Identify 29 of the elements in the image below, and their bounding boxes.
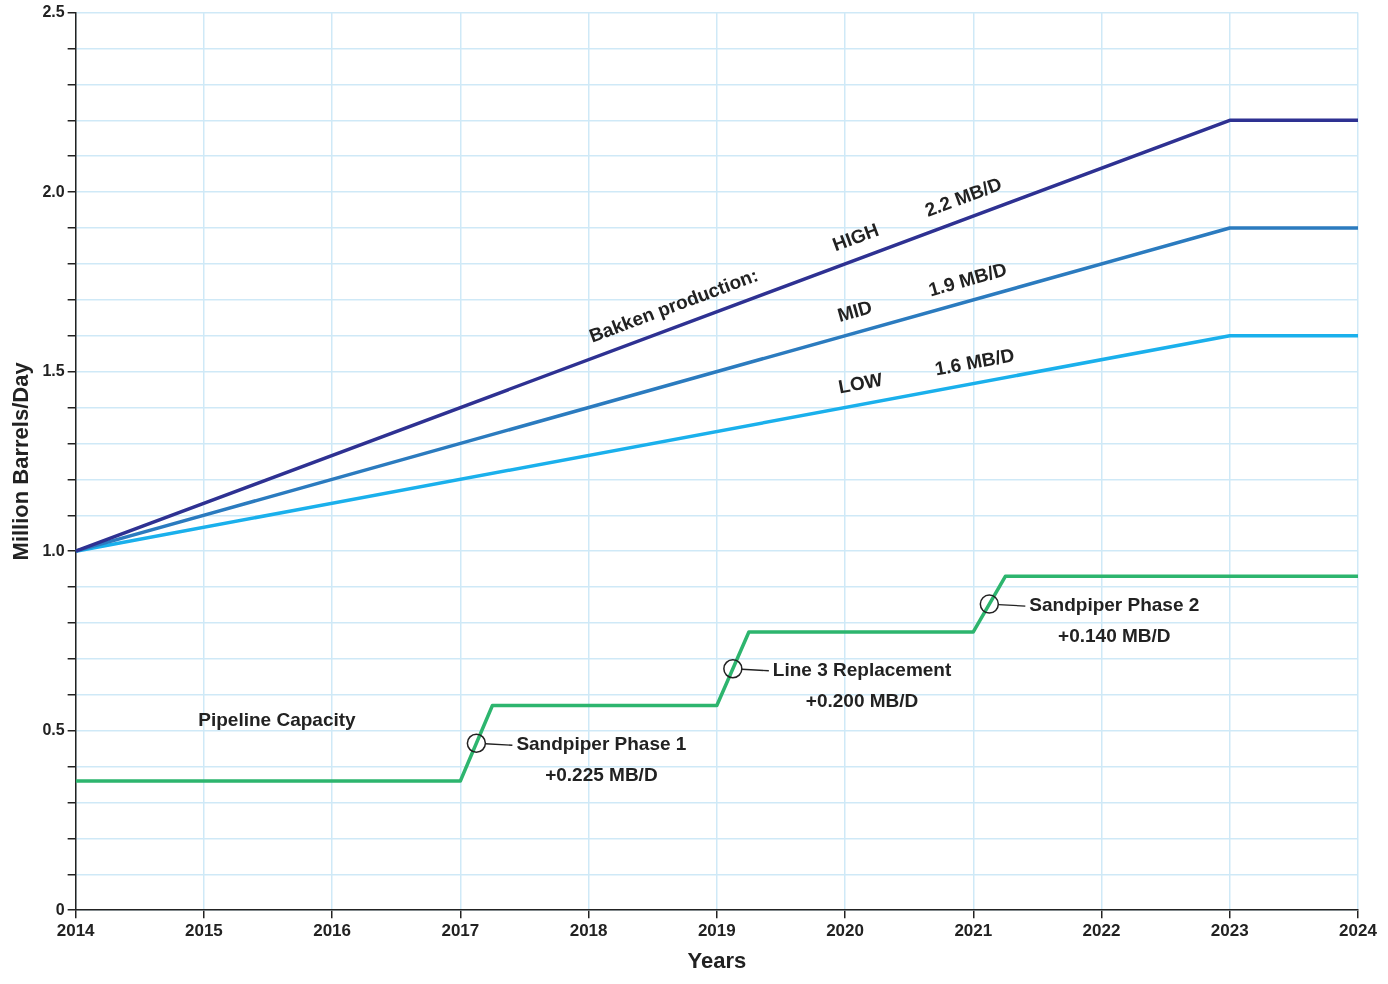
- y-tick-label: 0.5: [42, 721, 65, 739]
- annotation: Sandpiper Phase 2 +0.140 MB/D: [1029, 594, 1200, 647]
- y-axis-title: Million Barrels/Day: [8, 361, 34, 561]
- x-tick-label: 2014: [56, 921, 96, 941]
- x-tick-label: 2018: [569, 921, 608, 941]
- annotation: MID: [835, 296, 875, 326]
- x-tick-label: 2017: [441, 921, 480, 941]
- x-tick-label: 2015: [184, 921, 223, 941]
- y-tick-label: 2.0: [42, 182, 65, 200]
- annotation: HIGH: [829, 219, 882, 256]
- y-tick-label: 0: [55, 900, 65, 918]
- annotation: 1.6 MB/D: [933, 344, 1016, 380]
- annotation: 1.9 MB/D: [926, 258, 1010, 301]
- x-tick-label: 2021: [954, 921, 993, 941]
- x-tick-label: 2024: [1339, 921, 1378, 941]
- x-tick-label: 2020: [826, 921, 864, 941]
- y-tick-label: 1.5: [42, 362, 65, 380]
- annotation: Pipeline Capacity: [198, 709, 357, 731]
- y-tick-label: 2.5: [42, 3, 65, 21]
- annotation: Sandpiper Phase 1 +0.225 MB/D: [516, 733, 687, 786]
- x-tick-label: 2023: [1210, 921, 1249, 941]
- annotation: Line 3 Replacement +0.200 MB/D: [772, 658, 952, 711]
- annotation: 2.2 MB/D: [922, 173, 1005, 221]
- x-tick-label: 2019: [697, 921, 736, 941]
- x-axis-title: Years: [687, 947, 747, 973]
- x-tick-label: 2016: [313, 921, 352, 941]
- annotation: LOW: [836, 368, 885, 398]
- x-tick-label: 2022: [1082, 921, 1121, 941]
- y-tick-label: 1.0: [42, 541, 65, 559]
